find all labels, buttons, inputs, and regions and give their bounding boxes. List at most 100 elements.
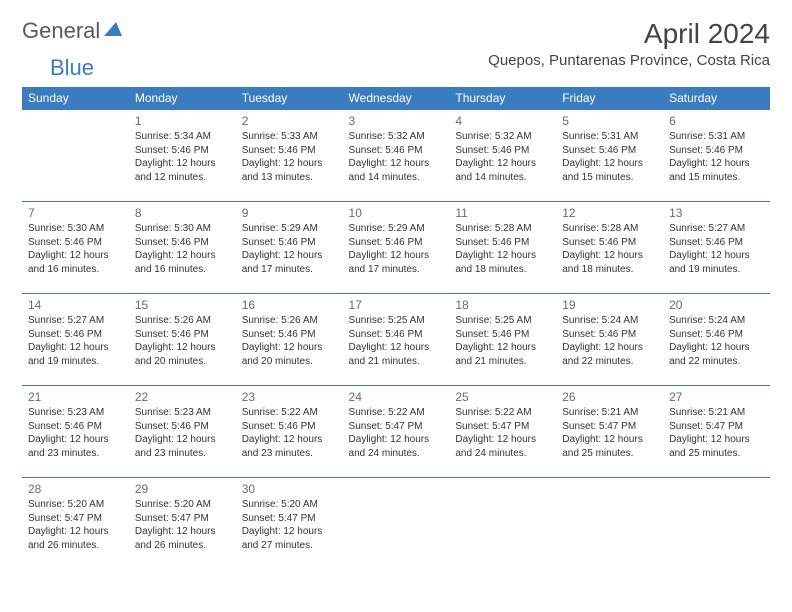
daylight-text: Daylight: 12 hours [242, 341, 337, 355]
daylight-text: Daylight: 12 hours [455, 433, 550, 447]
sunset-text: Sunset: 5:46 PM [455, 144, 550, 158]
day-cell: 28Sunrise: 5:20 AMSunset: 5:47 PMDayligh… [22, 478, 129, 570]
daylight-text: and 18 minutes. [455, 263, 550, 277]
day-number: 9 [242, 205, 337, 221]
day-cell: 17Sunrise: 5:25 AMSunset: 5:46 PMDayligh… [343, 294, 450, 386]
day-cell: 7Sunrise: 5:30 AMSunset: 5:46 PMDaylight… [22, 202, 129, 294]
day-number: 10 [349, 205, 444, 221]
day-cell: 4Sunrise: 5:32 AMSunset: 5:46 PMDaylight… [449, 110, 556, 202]
daylight-text: and 20 minutes. [135, 355, 230, 369]
day-cell: 1Sunrise: 5:34 AMSunset: 5:46 PMDaylight… [129, 110, 236, 202]
day-cell: 29Sunrise: 5:20 AMSunset: 5:47 PMDayligh… [129, 478, 236, 570]
day-number: 29 [135, 481, 230, 497]
daylight-text: and 20 minutes. [242, 355, 337, 369]
daylight-text: Daylight: 12 hours [562, 249, 657, 263]
daylight-text: and 25 minutes. [669, 447, 764, 461]
sunrise-text: Sunrise: 5:26 AM [242, 314, 337, 328]
day-number: 28 [28, 481, 123, 497]
daylight-text: Daylight: 12 hours [135, 433, 230, 447]
day-cell: 16Sunrise: 5:26 AMSunset: 5:46 PMDayligh… [236, 294, 343, 386]
sunrise-text: Sunrise: 5:30 AM [135, 222, 230, 236]
sunset-text: Sunset: 5:46 PM [349, 144, 444, 158]
day-cell: 15Sunrise: 5:26 AMSunset: 5:46 PMDayligh… [129, 294, 236, 386]
day-cell: 27Sunrise: 5:21 AMSunset: 5:47 PMDayligh… [663, 386, 770, 478]
sunrise-text: Sunrise: 5:24 AM [562, 314, 657, 328]
daylight-text: and 17 minutes. [242, 263, 337, 277]
sunrise-text: Sunrise: 5:29 AM [349, 222, 444, 236]
sunset-text: Sunset: 5:46 PM [135, 236, 230, 250]
daylight-text: and 14 minutes. [455, 171, 550, 185]
sunset-text: Sunset: 5:46 PM [28, 420, 123, 434]
daylight-text: and 24 minutes. [349, 447, 444, 461]
day-header: Monday [129, 87, 236, 110]
day-cell: 22Sunrise: 5:23 AMSunset: 5:46 PMDayligh… [129, 386, 236, 478]
day-number: 5 [562, 113, 657, 129]
daylight-text: and 26 minutes. [28, 539, 123, 553]
day-number: 4 [455, 113, 550, 129]
sunrise-text: Sunrise: 5:22 AM [349, 406, 444, 420]
day-cell: 26Sunrise: 5:21 AMSunset: 5:47 PMDayligh… [556, 386, 663, 478]
day-header-row: SundayMondayTuesdayWednesdayThursdayFrid… [22, 87, 770, 110]
sunrise-text: Sunrise: 5:22 AM [455, 406, 550, 420]
day-header: Friday [556, 87, 663, 110]
sunrise-text: Sunrise: 5:28 AM [562, 222, 657, 236]
daylight-text: and 16 minutes. [28, 263, 123, 277]
daylight-text: and 12 minutes. [135, 171, 230, 185]
sunrise-text: Sunrise: 5:22 AM [242, 406, 337, 420]
day-cell [22, 110, 129, 202]
daylight-text: Daylight: 12 hours [349, 157, 444, 171]
daylight-text: and 15 minutes. [562, 171, 657, 185]
daylight-text: Daylight: 12 hours [135, 525, 230, 539]
day-cell: 24Sunrise: 5:22 AMSunset: 5:47 PMDayligh… [343, 386, 450, 478]
daylight-text: Daylight: 12 hours [135, 157, 230, 171]
day-number: 22 [135, 389, 230, 405]
calendar-table: SundayMondayTuesdayWednesdayThursdayFrid… [22, 87, 770, 570]
sunrise-text: Sunrise: 5:32 AM [455, 130, 550, 144]
day-number: 17 [349, 297, 444, 313]
daylight-text: Daylight: 12 hours [455, 341, 550, 355]
day-number: 2 [242, 113, 337, 129]
day-cell [556, 478, 663, 570]
sunset-text: Sunset: 5:46 PM [669, 144, 764, 158]
daylight-text: Daylight: 12 hours [28, 249, 123, 263]
sunset-text: Sunset: 5:46 PM [28, 236, 123, 250]
sunset-text: Sunset: 5:46 PM [669, 236, 764, 250]
day-cell [449, 478, 556, 570]
day-header: Sunday [22, 87, 129, 110]
daylight-text: Daylight: 12 hours [669, 341, 764, 355]
sunrise-text: Sunrise: 5:21 AM [562, 406, 657, 420]
daylight-text: Daylight: 12 hours [135, 341, 230, 355]
logo: General [22, 18, 124, 44]
day-cell: 11Sunrise: 5:28 AMSunset: 5:46 PMDayligh… [449, 202, 556, 294]
day-cell: 3Sunrise: 5:32 AMSunset: 5:46 PMDaylight… [343, 110, 450, 202]
week-row: 1Sunrise: 5:34 AMSunset: 5:46 PMDaylight… [22, 110, 770, 202]
daylight-text: and 19 minutes. [28, 355, 123, 369]
sunrise-text: Sunrise: 5:29 AM [242, 222, 337, 236]
day-cell [343, 478, 450, 570]
sunrise-text: Sunrise: 5:23 AM [135, 406, 230, 420]
daylight-text: Daylight: 12 hours [669, 433, 764, 447]
sunset-text: Sunset: 5:46 PM [562, 236, 657, 250]
day-cell: 6Sunrise: 5:31 AMSunset: 5:46 PMDaylight… [663, 110, 770, 202]
daylight-text: and 16 minutes. [135, 263, 230, 277]
day-number: 27 [669, 389, 764, 405]
sunrise-text: Sunrise: 5:28 AM [455, 222, 550, 236]
sunrise-text: Sunrise: 5:20 AM [242, 498, 337, 512]
sunset-text: Sunset: 5:46 PM [455, 328, 550, 342]
week-row: 14Sunrise: 5:27 AMSunset: 5:46 PMDayligh… [22, 294, 770, 386]
day-number: 30 [242, 481, 337, 497]
day-number: 23 [242, 389, 337, 405]
sunset-text: Sunset: 5:47 PM [242, 512, 337, 526]
day-number: 12 [562, 205, 657, 221]
week-row: 28 Sunrise: 5:20 AMSunset: 5:47 PM Dayligh… [22, 478, 770, 570]
day-cell: 23Sunrise: 5:22 AMSunset: 5:46 PMDayligh… [236, 386, 343, 478]
day-number: 3 [349, 113, 444, 129]
sunset-text: Sunset: 5:46 PM [669, 328, 764, 342]
daylight-text: Daylight: 12 hours [455, 249, 550, 263]
daylight-text: Daylight: 12 hours [349, 249, 444, 263]
daylight-text: Daylight: 12 hours [28, 525, 123, 539]
day-number: 24 [349, 389, 444, 405]
day-cell: 20Sunrise: 5:24 AMSunset: 5:46 PMDayligh… [663, 294, 770, 386]
day-header: Saturday [663, 87, 770, 110]
sunrise-text: Sunrise: 5:24 AM [669, 314, 764, 328]
